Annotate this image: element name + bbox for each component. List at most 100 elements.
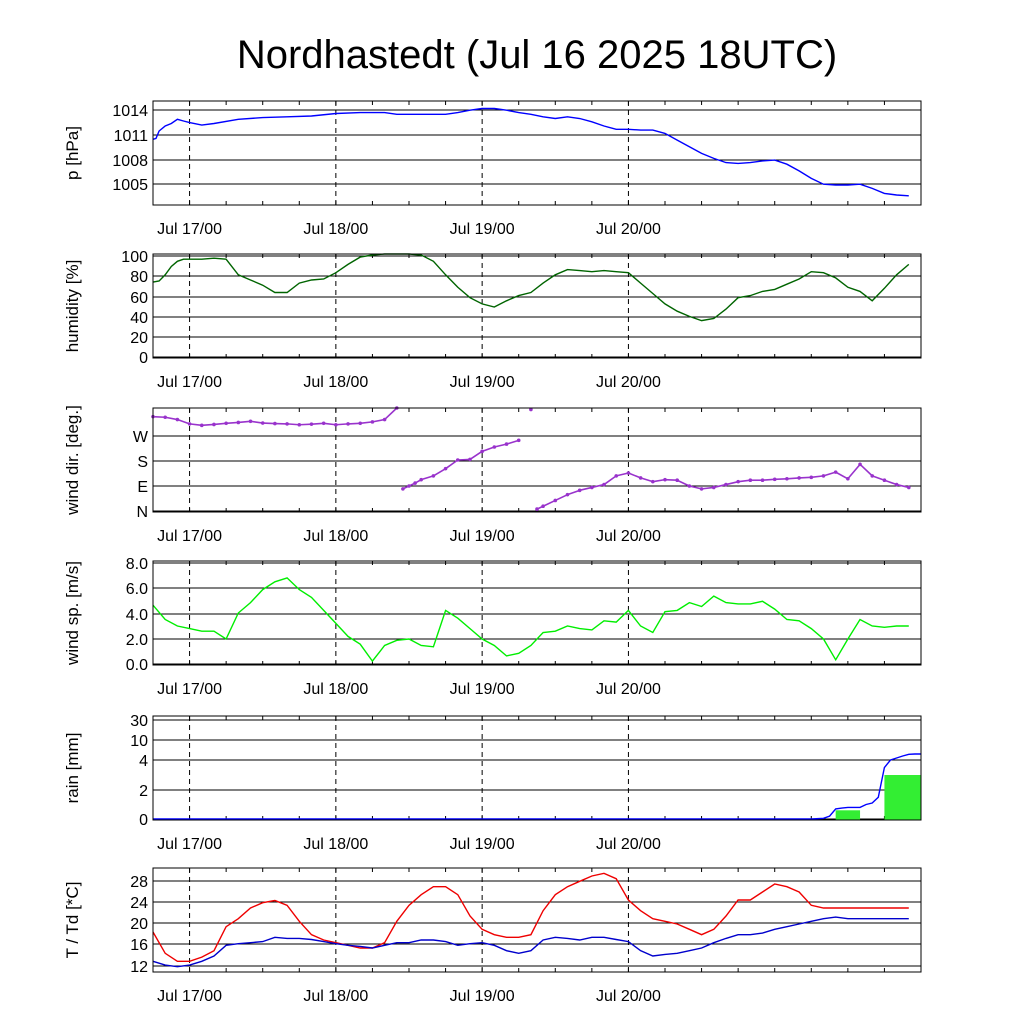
wind-dir-segment	[689, 485, 702, 490]
x-tick-label: Jul 17/00	[157, 681, 222, 698]
wind-dir-segment	[494, 443, 507, 448]
wind-dir-segment	[348, 422, 361, 425]
wind-dir-segment	[481, 446, 495, 453]
y-tick-label: 60	[130, 290, 148, 307]
wind-dir-segment	[835, 471, 849, 480]
wind-dir-segment	[213, 422, 227, 426]
wind-dir-segment	[774, 477, 787, 481]
y-tick-label: 4.0	[126, 607, 148, 624]
wind-dir-segment	[177, 418, 190, 425]
wind-dir-segment	[616, 472, 629, 477]
panel-5: 30 10 4 2 0 Jul 17/00 Jul 18/00 Jul 19/00 Jul 20…	[63, 713, 922, 853]
wind-dir-segment	[603, 475, 617, 486]
y-tick-label: 0	[139, 350, 148, 367]
x-tick-label: Jul 17/00	[157, 988, 222, 1005]
plot-frame	[152, 715, 922, 821]
y-tick-label: 40	[130, 310, 148, 327]
wind-dir-segment	[335, 423, 349, 426]
y-axis-label: rain [mm]	[63, 733, 82, 804]
wind-dir-segment	[652, 478, 666, 483]
wind-dir-segment	[628, 472, 641, 479]
series-line-2	[152, 916, 909, 968]
wind-dir-segment	[432, 467, 446, 477]
x-tick-label: Jul 18/00	[303, 221, 368, 238]
wind-dir-segment	[445, 459, 459, 470]
y-axis-label: wind sp. [m/s]	[63, 561, 82, 666]
y-tick-label: 4	[139, 753, 148, 770]
x-tick-label: Jul 18/00	[303, 374, 368, 391]
x-tick-label: Jul 18/00	[303, 528, 368, 545]
wind-dir-segment	[676, 479, 690, 487]
panel-4: 8.0 6.0 4.0 2.0 0.0 Jul 17/00 Jul 18/00 Jul 19/…	[63, 556, 922, 698]
y-tick-label: 24	[130, 895, 148, 912]
wind-dir-segment	[414, 478, 422, 484]
wind-dir-segment	[262, 422, 275, 425]
wind-dir-segment	[360, 421, 373, 425]
x-tick-label: Jul 18/00	[303, 836, 368, 853]
plot-frame	[152, 100, 922, 206]
wind-dir-segment	[250, 420, 263, 424]
x-tick-label: Jul 17/00	[157, 528, 222, 545]
wind-dir-segment	[738, 479, 751, 483]
y-tick-label: 12	[130, 959, 148, 976]
wind-dir-segment	[701, 486, 714, 490]
wind-dir-segment	[311, 422, 324, 425]
wind-dir-segment	[896, 483, 909, 489]
plot-frame	[152, 560, 922, 666]
wind-dir-segment	[762, 478, 775, 482]
wind-dir-segment	[664, 478, 678, 482]
x-tick-label: Jul 20/00	[596, 836, 661, 853]
series-line-1	[152, 872, 909, 962]
y-tick-label: W	[133, 429, 149, 446]
wind-dir-segment	[299, 423, 312, 426]
panel-1: 1014 1011 1008 1005 Jul 17/00 Jul 18/00 Jul 19…	[63, 100, 922, 238]
x-tick-label: Jul 19/00	[450, 988, 515, 1005]
x-tick-label: Jul 17/00	[157, 221, 222, 238]
wind-dir-segment	[189, 423, 202, 427]
wind-dir-point	[529, 407, 533, 412]
wind-dir-segment	[786, 477, 800, 480]
wind-dir-segment	[713, 483, 727, 489]
y-axis-label: T / Td [*C]	[63, 882, 82, 959]
wind-dir-segment	[238, 420, 251, 424]
rain-bar	[835, 810, 861, 820]
y-tick-label: 28	[130, 874, 148, 891]
wind-dir-segment	[554, 493, 568, 502]
wind-dir-segment	[201, 423, 215, 427]
x-tick-label: Jul 19/00	[450, 681, 515, 698]
wind-dir-segment	[847, 463, 861, 480]
wind-dir-segment	[152, 415, 166, 419]
wind-dir-segment	[871, 475, 885, 481]
wind-dir-segment	[287, 423, 300, 426]
wind-dir-segment	[725, 480, 739, 486]
y-axis-label: p [hPa]	[63, 126, 82, 180]
wind-dir-segment	[457, 458, 470, 461]
x-tick-label: Jul 20/00	[596, 528, 661, 545]
wind-dir-segment	[469, 450, 483, 461]
plot-frame	[152, 407, 922, 513]
x-tick-label: Jul 20/00	[596, 374, 661, 391]
x-tick-label: Jul 17/00	[157, 836, 222, 853]
y-axis-label: wind dir. [deg.]	[63, 405, 82, 516]
wind-dir-segment	[579, 486, 593, 492]
y-tick-label: 8.0	[126, 556, 148, 573]
wind-dir-segment	[536, 505, 544, 510]
wind-dir-segment	[408, 482, 416, 487]
y-tick-label: 1008	[112, 153, 148, 170]
y-tick-label: N	[136, 504, 148, 521]
wind-dir-segment	[384, 407, 398, 421]
wind-dir-segment	[567, 489, 580, 496]
wind-dir-segment	[542, 499, 556, 507]
wind-dir-segment	[226, 421, 239, 425]
panel-2: 100 80 60 40 20 0 Jul 17/00 Jul 18/00 Jul 19/00 J…	[63, 249, 922, 391]
y-tick-label: 0	[139, 812, 148, 829]
chart-title: Nordhastedt (Jul 16 2025 18UTC)	[237, 33, 837, 77]
x-tick-label: Jul 19/00	[450, 374, 515, 391]
y-tick-label: E	[137, 479, 148, 496]
wind-dir-segment	[420, 475, 434, 481]
panel-6: 28 24 20 16 12 Jul 17/00 Jul 18/00 Jul 19/00 Jul…	[63, 867, 922, 1005]
y-tick-label: 80	[130, 269, 148, 286]
y-tick-label: 1011	[114, 128, 149, 145]
